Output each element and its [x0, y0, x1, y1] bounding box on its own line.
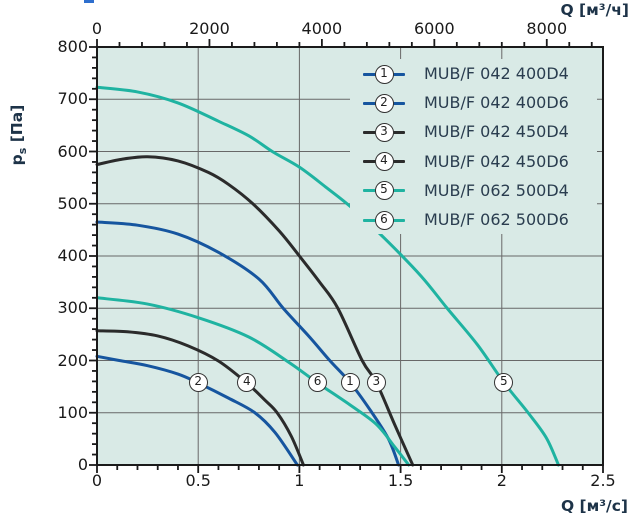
legend-label-4: MUB/F 042 450D6	[424, 151, 569, 171]
x-top-tick-label: 6000	[413, 19, 455, 38]
curve-marker-4: 4	[237, 373, 257, 393]
curve-marker-6: 6	[308, 373, 328, 393]
y-tick-label: 200	[57, 350, 88, 370]
y-tick-label: 500	[57, 193, 88, 213]
y-tick-label: 700	[57, 89, 88, 109]
y-tick-label: 100	[57, 402, 88, 422]
y-tick-label: 400	[57, 246, 88, 265]
legend-background	[350, 59, 597, 234]
left-axis-title: ps [Па]	[8, 74, 30, 196]
x-top-tick-label: 4000	[301, 19, 343, 38]
legend-number-badge-4: 4	[374, 152, 394, 172]
curve-marker-5: 5	[494, 372, 514, 392]
x-bottom-tick-label: 1.5	[387, 471, 414, 490]
plot-border	[96, 46, 604, 466]
cropped-content-artifact	[84, 0, 94, 3]
y-tick-label: 0	[77, 455, 88, 474]
x-bottom-tick-label: 1	[294, 471, 305, 490]
legend-number-badge-1: 1	[374, 64, 394, 84]
curve-marker-3: 3	[366, 372, 386, 392]
top-axis-title: Q [м³/ч]	[560, 1, 629, 19]
x-top-tick-label: 0	[91, 19, 103, 38]
legend-label-1: MUB/F 042 400D4	[424, 64, 569, 83]
x-bottom-tick-label: 0.5	[185, 471, 211, 490]
x-top-tick-label: 2000	[189, 19, 230, 38]
legend-label-2: MUB/F 042 400D6	[424, 93, 569, 113]
legend-label-6: MUB/F 062 500D6	[424, 210, 569, 229]
curve-marker-1: 1	[340, 372, 360, 392]
curve-4	[95, 329, 305, 467]
x-bottom-tick-label: 0	[91, 471, 103, 490]
x-bottom-tick-label: 2.5	[590, 471, 616, 490]
pressure-unit: [Па]	[8, 104, 26, 148]
legend-label-3: MUB/F 042 450D4	[424, 122, 569, 142]
curve-marker-2: 2	[188, 373, 208, 393]
legend-label-5: MUB/F 062 500D4	[424, 180, 569, 200]
bottom-axis-title: Q [м³/с]	[560, 497, 628, 515]
legend-number-badge-2: 2	[374, 93, 394, 113]
pressure-subscript: s	[16, 147, 30, 155]
legend-number-badge-6: 6	[374, 210, 394, 230]
y-tick-label: 800	[57, 37, 88, 56]
curve-1	[95, 220, 401, 467]
pressure-symbol: p	[8, 154, 26, 166]
y-tick-label: 600	[57, 141, 88, 161]
legend-number-badge-3: 3	[374, 122, 394, 142]
curve-6	[95, 296, 411, 467]
y-tick-label: 300	[57, 298, 88, 318]
x-bottom-tick-label: 2	[496, 471, 507, 490]
x-top-tick-label: 8000	[526, 19, 568, 38]
legend-number-badge-5: 5	[374, 181, 394, 201]
